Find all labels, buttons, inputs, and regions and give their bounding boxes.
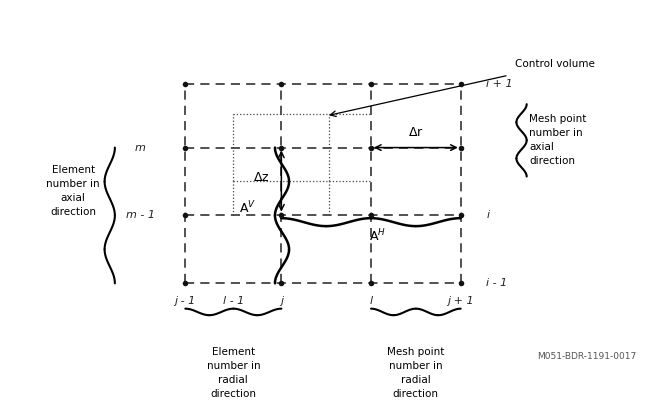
Text: m - 1: m - 1 <box>126 210 155 219</box>
Text: l: l <box>370 297 373 306</box>
Text: l - 1: l - 1 <box>223 297 244 306</box>
Text: i + 1: i + 1 <box>486 79 513 89</box>
Text: Mesh point
number in
radial
direction: Mesh point number in radial direction <box>387 347 444 399</box>
Text: i: i <box>486 210 490 219</box>
Text: A$^V$: A$^V$ <box>238 200 256 217</box>
Text: j + 1: j + 1 <box>448 297 474 306</box>
Text: A$^H$: A$^H$ <box>369 228 386 244</box>
Text: Element
number in
radial
direction: Element number in radial direction <box>207 347 260 399</box>
Text: Element
number in
axial
direction: Element number in axial direction <box>47 165 100 217</box>
Text: $\Delta$r: $\Delta$r <box>408 126 424 139</box>
Text: M051-BDR-1191-0017: M051-BDR-1191-0017 <box>537 352 637 361</box>
Text: m: m <box>135 143 146 153</box>
Text: $\Delta$z: $\Delta$z <box>253 171 270 184</box>
Text: j: j <box>280 297 283 306</box>
Text: i - 1: i - 1 <box>486 278 508 288</box>
Text: Control volume: Control volume <box>515 59 595 69</box>
Text: j - 1: j - 1 <box>174 297 196 306</box>
Text: Mesh point
number in
axial
direction: Mesh point number in axial direction <box>529 114 587 166</box>
